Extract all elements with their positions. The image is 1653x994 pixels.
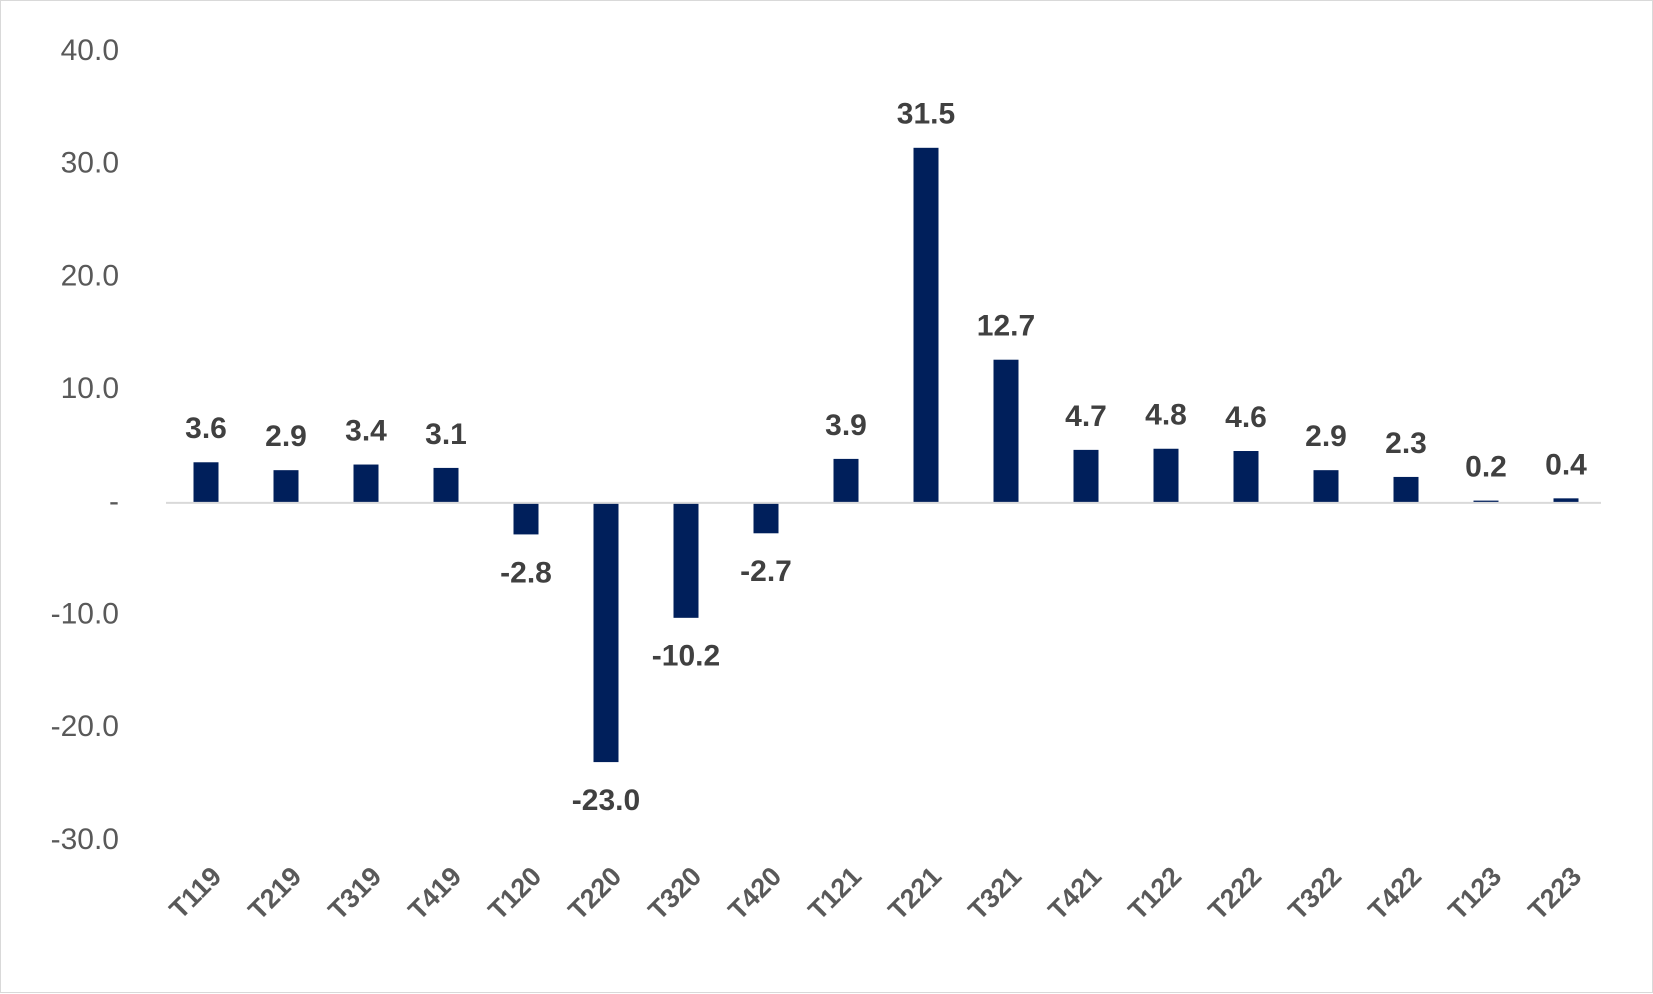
bar [1153,448,1179,503]
bar [513,502,539,535]
bar [1393,476,1419,503]
data-label: 3.4 [345,414,387,447]
data-label: -23.0 [572,784,640,817]
y-axis: 40.0 30.0 20.0 10.0 - -10.0 -20.0 -30.0 [51,34,119,856]
bar [433,467,459,503]
x-tick-label: T122 [1123,861,1188,926]
bar [1233,451,1259,503]
data-label: 2.9 [265,420,307,453]
bar [993,359,1019,503]
x-tick-label: T120 [483,861,548,926]
x-tick-label: T123 [1443,861,1508,926]
x-tick-label: T322 [1283,861,1348,926]
bar [193,462,219,503]
data-label: 3.9 [825,409,867,442]
bar [353,464,379,503]
bar [593,502,619,763]
x-tick-label: T222 [1203,861,1268,926]
data-label: 2.3 [1385,427,1427,460]
x-tick-label: T420 [723,861,788,926]
bar-series [193,147,1579,763]
data-label: 12.7 [977,310,1035,343]
bar [673,502,699,618]
x-tick-label: T319 [323,861,388,926]
bar [1473,500,1499,503]
data-label: 4.6 [1225,401,1267,434]
y-tick-label: - [109,485,119,518]
x-tick-label: T421 [1043,861,1108,926]
data-label: 3.1 [425,418,467,451]
y-tick-label: 20.0 [61,259,119,292]
bar [1313,470,1339,503]
x-tick-label: T320 [643,861,708,926]
x-axis: T119 T219 T319 T419 T120 T220 T320 T420 T121 T221… [164,861,1588,926]
data-label: -2.7 [740,555,792,588]
y-tick-label: -20.0 [51,710,119,743]
data-label: 0.4 [1545,448,1587,481]
y-tick-label: -10.0 [51,597,119,630]
bar [273,470,299,503]
data-labels: 3.6 2.9 3.4 3.1 -2.8 -23.0 -10.2 -2.7 3.9 31.5 12.… [185,98,1587,817]
bar [833,458,859,503]
bar [753,502,779,534]
y-tick-label: -30.0 [51,823,119,856]
bar [1553,498,1579,503]
x-tick-label: T119 [164,861,228,925]
x-tick-label: T221 [883,861,948,926]
x-tick-label: T419 [403,861,468,926]
x-tick-label: T220 [563,861,628,926]
bar [1073,449,1099,503]
x-tick-label: T219 [243,861,308,926]
x-tick-label: T223 [1523,861,1588,926]
x-tick-label: T121 [803,861,868,926]
data-label: 0.2 [1465,451,1507,484]
y-tick-label: 40.0 [61,34,119,67]
y-tick-label: 10.0 [61,372,119,405]
data-label: 3.6 [185,412,227,445]
data-label: 4.7 [1065,400,1107,433]
x-tick-label: T321 [963,861,1028,926]
x-tick-label: T422 [1363,861,1428,926]
data-label: 2.9 [1305,420,1347,453]
y-tick-label: 30.0 [61,147,119,180]
bar [913,147,939,503]
data-label: 31.5 [897,98,955,131]
data-label: 4.8 [1145,399,1187,432]
data-label: -10.2 [652,640,720,673]
data-label: -2.8 [500,556,552,589]
